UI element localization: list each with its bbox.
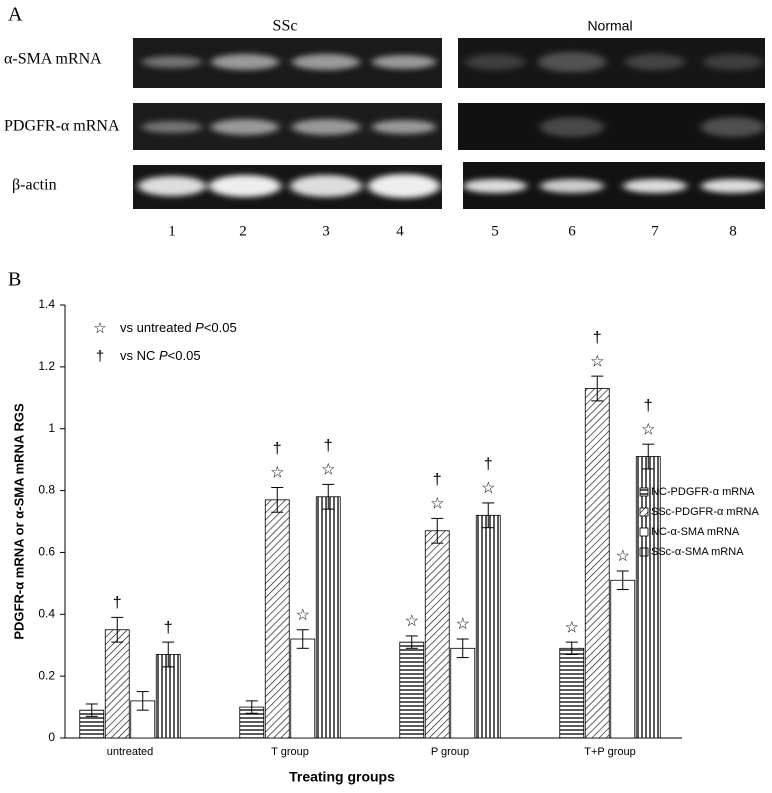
error-bar (322, 483, 335, 510)
y-tick-label: 0 (48, 730, 55, 744)
bar (315, 496, 341, 739)
key-symbol: † (96, 348, 104, 365)
bar (584, 388, 610, 739)
key-text: vs untreated P<0.05 (120, 320, 237, 335)
error-bar (405, 635, 418, 649)
panel-label: A (8, 4, 23, 26)
lane-label: 5 (491, 223, 499, 239)
significance-mark: † (113, 595, 122, 612)
significance-mark: ☆ (405, 613, 419, 630)
row-label: α-SMA mRNA (4, 51, 102, 68)
significance-mark: † (273, 441, 282, 458)
significance-mark: ☆ (641, 421, 655, 438)
key-threshold: <0.05 (168, 348, 201, 363)
legend-label: NC-α-SMA mRNA (651, 526, 740, 538)
y-tick-label: 1.2 (38, 359, 55, 373)
legend-swatch (639, 487, 649, 497)
legend-label: SSc-PDGFR-α mRNA (651, 506, 759, 518)
error-bar (456, 638, 469, 659)
error-bar (565, 641, 578, 655)
bar (610, 579, 636, 739)
gel-images (133, 38, 765, 209)
row-label: β-actin (12, 177, 57, 194)
key-p: P (195, 320, 204, 335)
error-bar (482, 502, 495, 529)
bar (450, 647, 476, 739)
bar (264, 499, 290, 739)
error-bar (85, 703, 98, 717)
x-tick-label: untreated (107, 746, 153, 758)
error-bar (296, 629, 309, 649)
error-bar (245, 700, 258, 714)
lane-label: 6 (568, 223, 576, 239)
y-tick-label: 0.4 (38, 606, 55, 620)
row-label: PDGFR-α mRNA (4, 118, 120, 135)
significance-mark: ☆ (616, 548, 630, 565)
significance-mark: ☆ (430, 496, 444, 513)
bar (475, 514, 501, 739)
y-tick-label: 1.4 (38, 297, 55, 311)
significance-mark: † (164, 619, 173, 636)
error-bar (431, 517, 444, 544)
x-tick-label: P group (431, 746, 469, 758)
bar (559, 647, 585, 739)
error-bar (111, 616, 124, 643)
key-label: vs NC (120, 348, 159, 363)
significance-mark: ☆ (270, 465, 284, 482)
significance-mark: † (593, 329, 602, 346)
legend-swatch (639, 507, 649, 517)
y-tick-label: 0.8 (38, 483, 55, 497)
significance-mark: ☆ (456, 616, 470, 633)
panel-label: B (8, 269, 21, 291)
lane-labels: 1 2 3 4 5 6 7 8 (168, 223, 737, 239)
error-bar (136, 691, 149, 711)
group-label: SSc (273, 18, 298, 35)
significance-mark: ☆ (296, 607, 310, 624)
x-tick-label: T+P group (584, 746, 635, 758)
x-axis-title: Treating groups (289, 769, 395, 785)
bar (424, 530, 450, 739)
key-text: vs NC P<0.05 (120, 348, 201, 363)
bar (635, 456, 661, 739)
significance-mark: ☆ (321, 462, 335, 479)
error-bar (616, 570, 629, 591)
y-tick-label: 0.2 (38, 668, 55, 682)
group-label: Normal (587, 18, 632, 34)
y-tick-label: 0.6 (38, 545, 55, 559)
significance-mark: ☆ (565, 619, 579, 636)
bar (399, 641, 425, 739)
lane-label: 8 (729, 223, 737, 239)
significance-mark: † (324, 438, 333, 455)
significance-mark: † (433, 472, 442, 489)
legend-swatch (639, 527, 649, 537)
significance-mark: † (484, 456, 493, 473)
x-tick-label: T group (271, 746, 309, 758)
key-threshold: <0.05 (204, 320, 237, 335)
key-symbol: ☆ (93, 320, 106, 337)
lane-label: 1 (168, 223, 176, 239)
bar (104, 629, 130, 739)
legend-label: SSc-α-SMA mRNA (651, 546, 744, 558)
bar (290, 638, 316, 739)
lane-label: 3 (322, 223, 330, 239)
error-bar (642, 443, 655, 470)
significance-mark: ☆ (590, 353, 604, 370)
legend-label: NC-PDGFR-α mRNA (651, 486, 755, 498)
y-tick-label: 1 (48, 421, 55, 435)
error-bar (162, 641, 175, 668)
y-axis-title: PDGFR-α mRNA or α-SMA mRNA RGS (11, 403, 26, 640)
significance-mark: ☆ (481, 480, 495, 497)
error-bar (591, 375, 604, 402)
lane-label: 7 (651, 223, 659, 239)
lane-label: 2 (239, 223, 247, 239)
lane-label: 4 (396, 223, 404, 239)
key-p: P (159, 348, 168, 363)
error-bar (271, 486, 284, 513)
significance-mark: † (644, 397, 653, 414)
key-label: vs untreated (120, 320, 195, 335)
bar-chart: 0 0.2 0.4 0.6 0.8 1 1.2 1.4 PDGFR-α mRNA or α-SM… (11, 297, 759, 785)
legend-swatch (639, 547, 649, 557)
